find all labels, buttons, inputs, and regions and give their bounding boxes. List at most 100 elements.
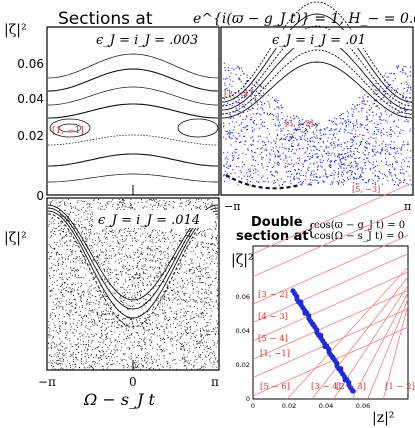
chaos-point <box>88 357 90 359</box>
chaos-point <box>135 366 137 368</box>
chaos-point <box>119 239 121 241</box>
chaos-point <box>193 365 194 367</box>
chaos-point <box>303 131 305 133</box>
chaos-point <box>410 66 412 68</box>
chaos-point <box>144 321 145 322</box>
chaos-point <box>405 157 407 159</box>
chaos-point <box>79 256 80 258</box>
chaos-point <box>340 166 342 168</box>
chaos-point <box>59 342 61 344</box>
chaos-point <box>186 279 188 281</box>
chaos-point <box>233 129 235 131</box>
chaos-point <box>308 158 310 160</box>
chaos-point <box>183 365 185 367</box>
chaos-point <box>251 136 253 138</box>
chaos-point <box>48 224 50 225</box>
chaos-point <box>190 315 192 317</box>
chaos-point <box>133 347 135 348</box>
chaos-point <box>278 184 280 186</box>
chaos-point <box>98 302 100 304</box>
chaos-point <box>193 299 195 301</box>
chaos-point <box>92 260 94 262</box>
chaos-point <box>52 229 53 231</box>
chaos-point <box>64 242 65 244</box>
chaos-point <box>195 247 196 248</box>
chaos-point <box>184 300 186 301</box>
chaos-point <box>207 324 209 326</box>
chaos-point <box>60 286 61 288</box>
chaos-point <box>239 67 241 69</box>
chaos-point <box>162 231 163 233</box>
chaos-point <box>381 149 383 151</box>
chaos-point <box>374 183 376 185</box>
invariant-curve <box>48 134 218 146</box>
chaos-point <box>99 259 101 261</box>
chaos-point <box>183 348 185 350</box>
chaos-point <box>144 352 146 354</box>
chaos-point <box>142 258 144 259</box>
chaos-point <box>230 172 232 174</box>
chaos-point <box>148 367 150 369</box>
chaos-point <box>117 207 119 209</box>
chaos-point <box>111 272 113 274</box>
chaos-point <box>178 341 180 343</box>
chaos-point <box>251 91 253 93</box>
chaos-point <box>196 359 198 360</box>
chaos-point <box>197 343 199 345</box>
chaos-point <box>92 213 93 215</box>
chaos-point <box>177 299 179 300</box>
chaos-point <box>192 250 194 252</box>
chaos-point <box>239 170 241 172</box>
chaos-point <box>154 255 156 257</box>
panel-d-resonance-label: [5 − 4] <box>258 334 288 344</box>
chaos-point <box>399 147 401 149</box>
chaos-point <box>110 278 112 279</box>
chaos-point <box>182 299 184 301</box>
resonance-line <box>252 326 409 397</box>
chaos-point <box>141 347 143 349</box>
chaos-point <box>208 287 210 289</box>
chaos-point <box>294 153 296 155</box>
chaos-point <box>354 124 356 126</box>
chaos-point <box>137 251 138 253</box>
chaos-point <box>284 166 286 168</box>
chaos-point <box>235 141 237 143</box>
chaos-point <box>260 123 262 125</box>
chaos-point <box>375 140 377 142</box>
chaos-point <box>158 322 160 324</box>
chaos-point <box>301 119 303 121</box>
chaos-point <box>156 314 158 316</box>
chaos-point <box>146 248 148 250</box>
chaos-point <box>374 92 376 94</box>
chaos-point <box>261 95 263 97</box>
chaos-point <box>149 329 150 330</box>
chaos-point <box>397 112 399 114</box>
chaos-point <box>89 229 91 230</box>
chaos-point <box>293 177 295 179</box>
chaos-point <box>226 166 228 168</box>
invariant-curve <box>221 13 413 103</box>
chaos-point <box>216 256 218 258</box>
chaos-point <box>179 203 181 204</box>
chaos-point <box>54 327 56 328</box>
chaos-point <box>169 265 170 267</box>
chaos-point <box>98 317 99 319</box>
chaos-point <box>84 256 85 257</box>
chaos-point <box>63 236 65 237</box>
chaos-point <box>98 363 100 365</box>
chaos-point <box>367 153 369 155</box>
chaos-point <box>382 96 384 98</box>
chaos-point <box>277 99 279 101</box>
chaos-point <box>197 340 199 342</box>
chaos-point <box>65 353 67 355</box>
chaos-point <box>179 297 181 299</box>
chaos-point <box>128 365 129 367</box>
chaos-point <box>90 223 92 225</box>
chaos-point <box>369 105 371 107</box>
chaos-point <box>70 208 72 210</box>
chaos-point <box>213 243 215 245</box>
chaos-point <box>305 139 307 141</box>
invariant-curve <box>48 86 218 106</box>
chaos-point <box>71 284 73 286</box>
chaos-point <box>102 313 104 314</box>
